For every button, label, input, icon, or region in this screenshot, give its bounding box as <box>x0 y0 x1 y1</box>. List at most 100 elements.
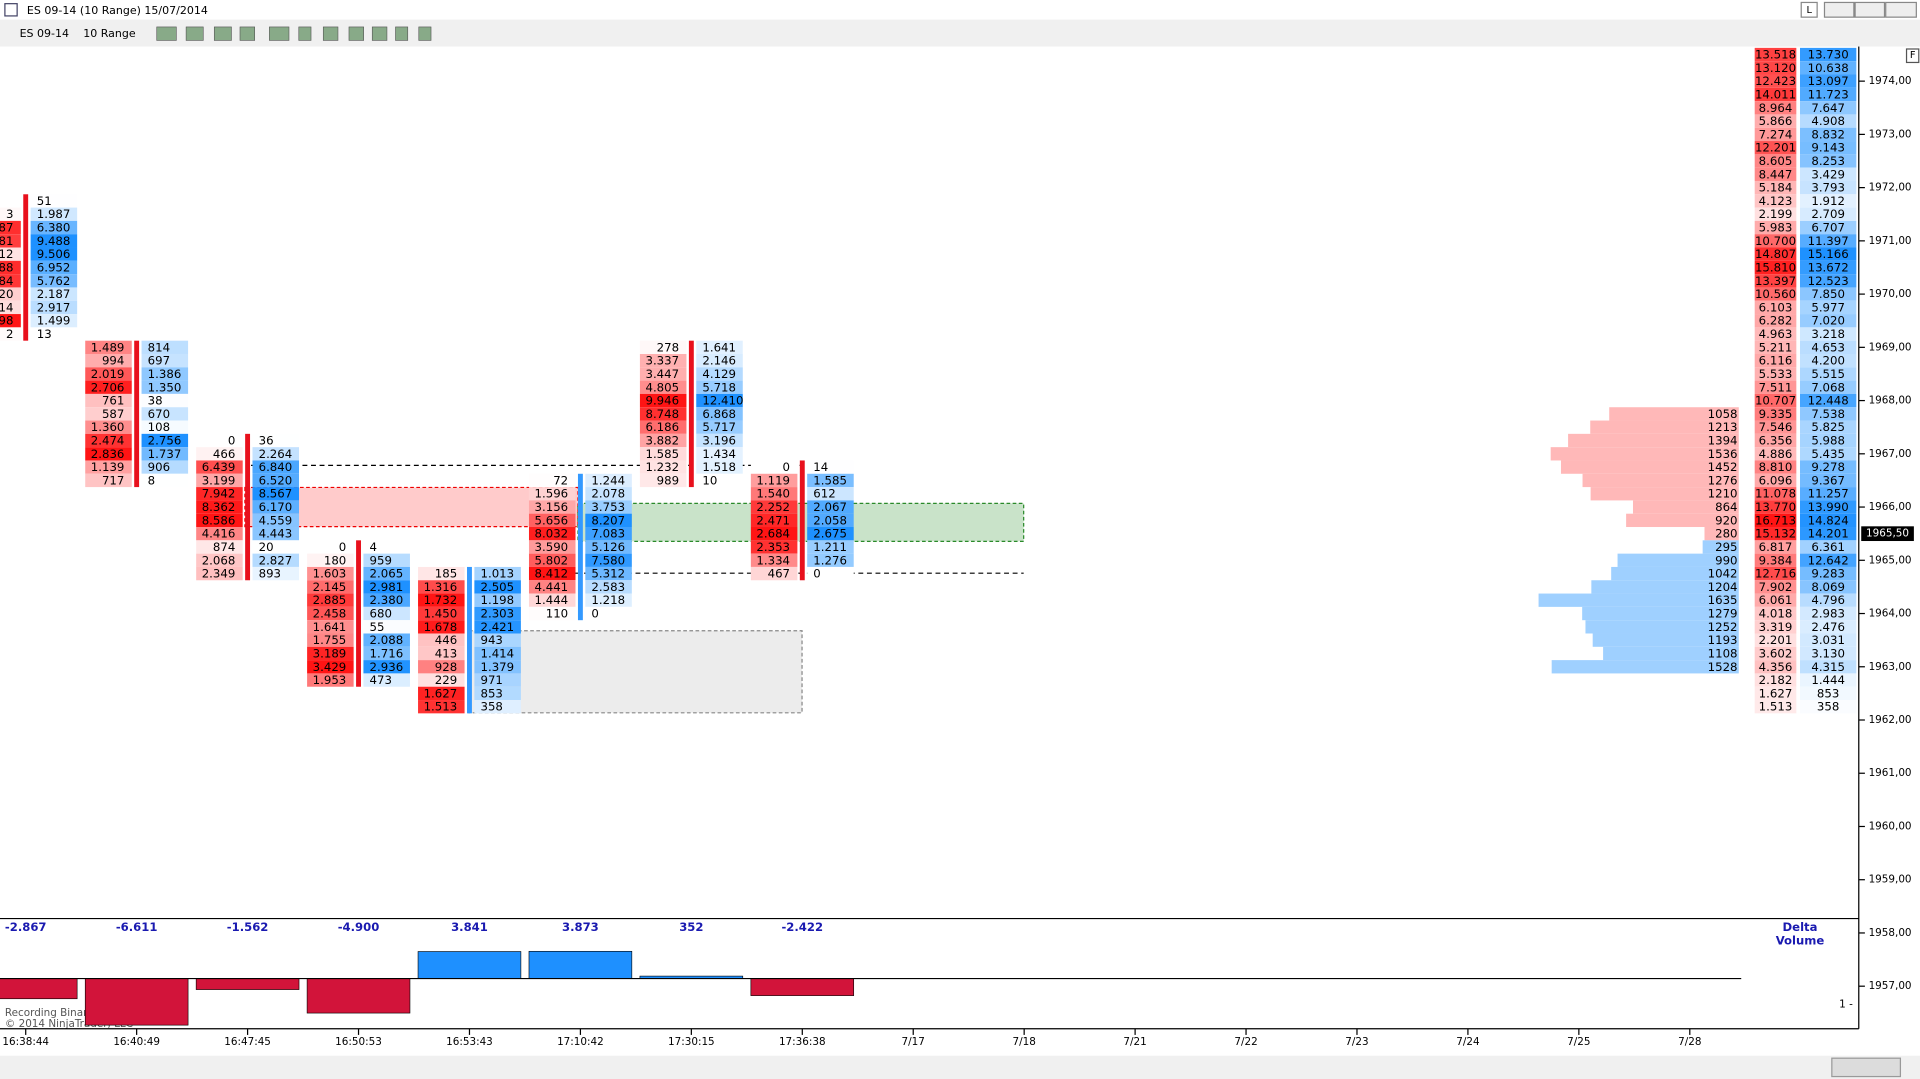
cell-shade <box>0 327 21 341</box>
cell-shade <box>141 433 189 448</box>
price-tick-label: 1958,00 <box>1869 927 1912 939</box>
price-tick-label: 1969,00 <box>1869 341 1912 353</box>
cell-shade <box>0 234 21 248</box>
cell-value: 8.447 <box>1759 167 1793 181</box>
cell-value: 2.182 <box>1759 673 1793 687</box>
cell-value: 1.119 <box>756 473 790 487</box>
cell-value: 10.700 <box>1755 234 1796 248</box>
cell-shade <box>307 606 354 621</box>
scrollbar[interactable] <box>0 1055 1920 1079</box>
cell-value: 1.386 <box>148 367 182 381</box>
cell-shade <box>307 660 354 674</box>
cell-shade <box>1800 234 1857 248</box>
time-tick-label: 16:47:45 <box>224 1036 271 1048</box>
cell-shade <box>1754 393 1797 408</box>
cell-value: 1.585 <box>813 473 847 487</box>
cell-shade <box>807 540 854 554</box>
cell-shade <box>585 473 632 488</box>
cell-value: 2.067 <box>813 500 847 514</box>
cell-value: 4.963 <box>1759 327 1793 341</box>
cell-shade <box>474 646 521 661</box>
cell-shade <box>1800 686 1857 701</box>
cell-value: 9.506 <box>37 247 71 261</box>
cell-shade <box>307 646 354 661</box>
cell-value: 6.439 <box>202 460 236 474</box>
cell-value: 2.983 <box>1811 607 1845 621</box>
cell-shade <box>196 527 243 541</box>
profile-bar <box>1590 420 1739 434</box>
time-tick-label: 7/28 <box>1678 1036 1701 1048</box>
link-button[interactable] <box>1800 1 1818 18</box>
maximize-button[interactable] <box>1854 1 1886 18</box>
cell-shade <box>418 620 465 634</box>
cell-shade <box>141 460 189 474</box>
cell-value: 1.513 <box>1759 700 1793 714</box>
cell-shade <box>307 580 354 594</box>
cell-value: 72 <box>553 473 568 487</box>
delta-label: 3.873 <box>562 920 599 934</box>
cell-value: 2 <box>6 327 13 341</box>
toolbar-icons[interactable] <box>156 26 432 41</box>
profile-label: 1210 <box>1708 487 1738 501</box>
instrument-selector[interactable]: ES 09-14 <box>20 27 69 40</box>
close-button[interactable] <box>1885 1 1917 18</box>
cell-value: 3.882 <box>645 434 679 448</box>
cell-value: 6.380 <box>37 221 71 235</box>
cell-value: 2.917 <box>37 300 71 314</box>
price-tick-label: 1971,00 <box>1869 235 1912 247</box>
cell-shade <box>1754 314 1797 328</box>
cell-shade <box>1754 433 1797 448</box>
period-selector[interactable]: 10 Range <box>83 27 136 40</box>
cell-shade <box>750 460 798 474</box>
cell-value: 697 <box>148 354 170 368</box>
cell-shade <box>1800 566 1857 581</box>
cell-value: 3.156 <box>535 500 569 514</box>
delta-bar <box>417 951 522 979</box>
cell-shade <box>196 433 243 448</box>
cell-shade <box>807 566 854 581</box>
cell-shade <box>1754 447 1797 461</box>
profile-label: 864 <box>1715 500 1737 514</box>
cell-shade <box>1800 540 1857 554</box>
scroll-thumb[interactable] <box>1831 1057 1902 1078</box>
cell-value: 959 <box>370 553 392 567</box>
cell-value: 2.380 <box>370 593 404 607</box>
cell-shade <box>1754 660 1797 674</box>
cell-shade <box>196 500 243 514</box>
cell-value: 4.908 <box>1811 114 1845 128</box>
cell-value: 2.019 <box>91 367 125 381</box>
cell-shade <box>528 553 576 567</box>
cell-shade <box>30 220 78 235</box>
cell-value: 14.011 <box>1755 87 1796 101</box>
cell-value: 6.116 <box>1759 354 1793 368</box>
cell-shade <box>141 473 189 488</box>
corner-button[interactable] <box>1905 48 1920 64</box>
cell-value: 7.546 <box>1759 420 1793 434</box>
cell-value: 3.602 <box>1759 646 1793 660</box>
cell-value: 1.585 <box>645 447 679 461</box>
cell-shade <box>85 420 132 434</box>
cell-value: 2.078 <box>591 487 625 501</box>
candle <box>245 433 251 581</box>
cell-value: 5.211 <box>1759 340 1793 354</box>
cell-value: 278 <box>657 340 679 354</box>
cell-value: 15.810 <box>1755 260 1796 274</box>
cell-value: 2.476 <box>1811 620 1845 634</box>
cell-value: 2.675 <box>813 527 847 541</box>
cell-shade <box>750 553 798 567</box>
minimize-button[interactable] <box>1823 1 1855 18</box>
cell-value: 20 <box>0 287 13 301</box>
cell-shade <box>1800 433 1857 448</box>
cell-value: 38 <box>148 394 163 408</box>
cell-value: 0 <box>591 607 598 621</box>
cell-shade <box>1754 234 1797 248</box>
cell-value: 358 <box>480 700 502 714</box>
cell-value: 12.642 <box>1808 553 1849 567</box>
cell-shade <box>252 433 300 448</box>
cell-value: 6.707 <box>1811 221 1845 235</box>
cell-shade <box>750 487 798 501</box>
cell-shade <box>639 460 687 474</box>
cell-shade <box>1800 180 1857 195</box>
cell-shade <box>807 487 854 501</box>
